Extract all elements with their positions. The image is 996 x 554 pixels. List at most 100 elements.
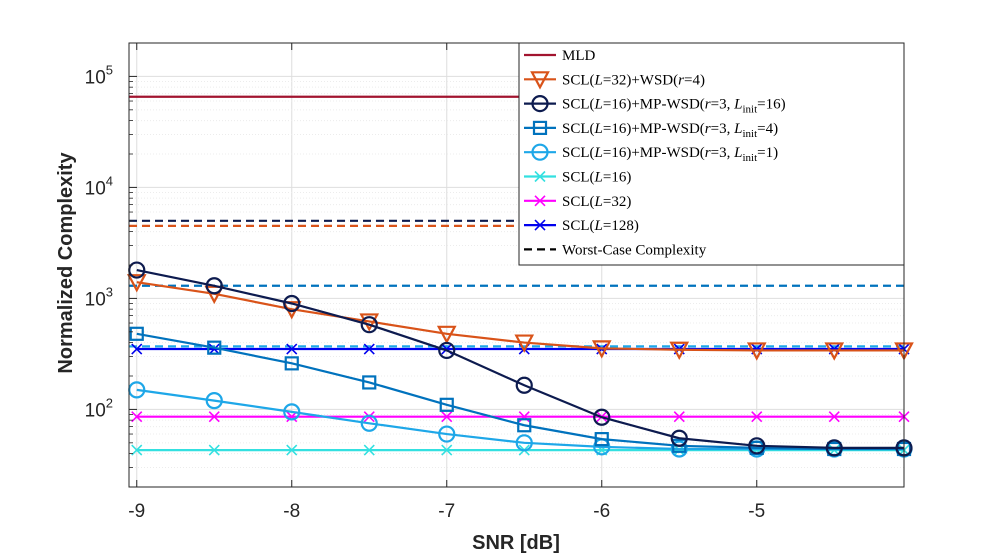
data-point	[670, 429, 688, 447]
data-point	[672, 438, 687, 453]
y-tick-label: 102	[85, 395, 113, 421]
series-3	[129, 326, 912, 457]
data-point-stroke-b	[131, 444, 143, 456]
data-point-stroke-b	[131, 343, 143, 355]
x-tick-label: -9	[128, 501, 145, 522]
data-point-stroke-b	[363, 343, 375, 355]
data-point	[207, 340, 222, 355]
legend-marker	[531, 143, 549, 161]
data-point	[515, 376, 533, 394]
data-point	[824, 342, 845, 361]
data-point	[515, 434, 533, 452]
legend-label: MLD	[562, 48, 596, 64]
data-point	[283, 403, 301, 421]
legend-marker	[534, 170, 546, 183]
legend-label: SCL(L=128)	[562, 218, 639, 234]
data-point	[359, 313, 380, 332]
data-point-stroke-b	[828, 411, 840, 423]
legend-entry	[524, 94, 556, 113]
legend-label: SCL(L=32)+WSD(r=4)	[562, 72, 705, 88]
data-point	[673, 411, 685, 423]
data-point	[746, 342, 767, 361]
legend-marker	[531, 94, 549, 113]
data-point	[670, 440, 688, 458]
data-point-stroke-b	[673, 411, 685, 423]
y-tick-label: 105	[85, 62, 113, 88]
data-point	[363, 343, 375, 355]
data-point	[208, 343, 220, 355]
legend-label: SCL(L=16)	[562, 170, 631, 186]
data-point	[205, 392, 223, 410]
series-line	[136, 332, 904, 451]
series-line	[136, 281, 904, 352]
data-point-stroke-b	[286, 444, 298, 456]
legend-label: SCL(L=16)+MP-WSD(r=3, Linit=4)	[562, 121, 778, 140]
data-point-stroke-b	[363, 444, 375, 456]
legend-entry	[524, 219, 556, 231]
series-line	[136, 269, 904, 450]
data-point	[593, 408, 611, 426]
data-point	[283, 294, 301, 313]
data-point	[205, 277, 223, 295]
data-point	[360, 414, 378, 432]
data-point-stroke-b	[131, 411, 143, 423]
legend-marker-stroke-b	[534, 170, 546, 183]
legend-entry	[524, 143, 556, 161]
data-point	[131, 343, 143, 355]
data-point-stroke-b	[441, 411, 453, 423]
data-point	[439, 397, 454, 412]
data-point-stroke-b	[208, 444, 220, 456]
x-tick-label: -8	[283, 501, 300, 522]
data-point	[594, 432, 609, 447]
legend-marker	[530, 71, 550, 90]
data-point	[517, 418, 532, 433]
x-axis-label: SNR [dB]	[472, 532, 560, 554]
data-point	[441, 411, 453, 423]
data-point	[748, 437, 766, 455]
legend-marker-stroke-b	[534, 219, 546, 231]
legend-entry	[524, 195, 556, 207]
data-point-stroke-b	[441, 343, 453, 355]
legend-label: Worst-Case Complexity	[562, 242, 707, 258]
data-point	[131, 411, 143, 423]
legend-entry	[524, 120, 556, 136]
legend-marker	[532, 120, 548, 136]
data-point	[208, 411, 220, 423]
legend-entry	[524, 71, 556, 90]
data-point	[286, 343, 298, 355]
data-point	[438, 341, 456, 360]
data-point	[591, 340, 612, 359]
legend-marker	[534, 219, 546, 231]
data-point	[208, 444, 220, 456]
data-point	[441, 444, 453, 456]
data-point-stroke-b	[441, 444, 453, 456]
x-tick-label: -5	[748, 501, 765, 522]
legend: MLD SCL(L=32)+WSD(r=4) SCL(L=16)+MP-WSD(r=…	[518, 42, 905, 266]
legend-box	[518, 42, 905, 266]
data-point	[825, 439, 843, 457]
y-axis-label: Normalized Complexity	[55, 152, 77, 374]
data-point	[828, 411, 840, 423]
series-6	[131, 411, 910, 423]
legend-label: SCL(L=16)+MP-WSD(r=3, Linit=16)	[562, 97, 786, 116]
data-point-stroke-b	[208, 343, 220, 355]
data-point	[362, 375, 377, 390]
x-tick-label: -7	[438, 501, 455, 522]
data-point	[284, 356, 299, 371]
y-tick-label: 103	[85, 284, 113, 310]
data-point	[436, 325, 457, 345]
y-tick-label: 104	[85, 173, 113, 199]
data-point	[438, 425, 456, 443]
data-point	[751, 411, 763, 423]
x-tick-label: -6	[593, 501, 610, 522]
data-point	[131, 444, 143, 456]
data-point	[360, 316, 378, 334]
data-point	[286, 444, 298, 456]
data-point	[363, 444, 375, 456]
data-point	[129, 326, 144, 341]
data-point-stroke-b	[751, 411, 763, 423]
legend-entry	[524, 170, 556, 183]
legend-marker	[534, 195, 546, 207]
data-point	[669, 341, 690, 361]
